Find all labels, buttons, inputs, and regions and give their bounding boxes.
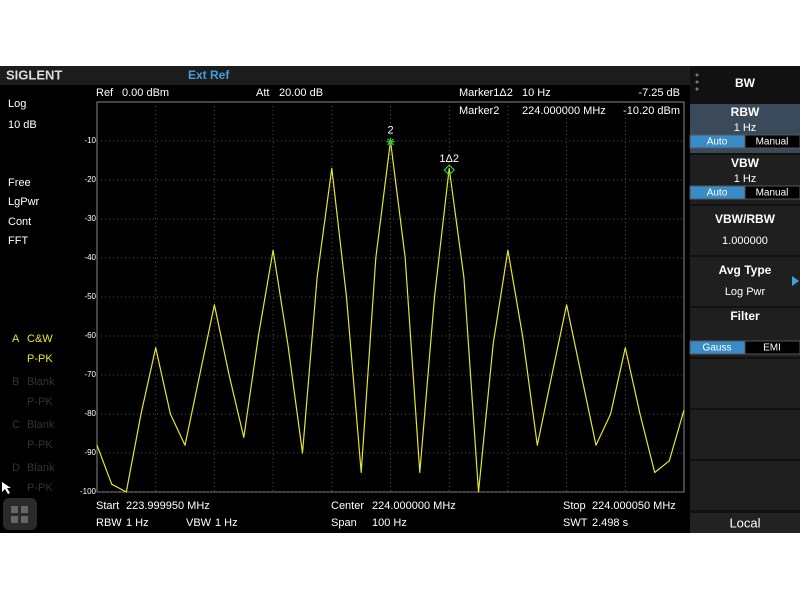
home-icon xyxy=(11,506,28,523)
menu-item-title: VBW/RBW xyxy=(715,212,776,226)
menu-option-label: Auto xyxy=(707,188,728,199)
y-tick-label: -10 xyxy=(84,136,96,145)
trace-detector: P-PK xyxy=(27,396,53,408)
menu-item-value: Log Pwr xyxy=(725,286,766,298)
cursor xyxy=(2,482,11,494)
center: 224.000000 MHz xyxy=(372,500,456,512)
menu-option-label: EMI xyxy=(763,343,781,354)
marker-symbol xyxy=(443,164,456,176)
trace-detector: P-PK xyxy=(27,353,53,365)
menu-option-label: Gauss xyxy=(703,343,732,354)
ref-label: Ref xyxy=(96,87,114,99)
y-tick-label: -70 xyxy=(84,370,96,379)
status-item: FFT xyxy=(8,235,28,247)
local-label: Local xyxy=(729,515,760,530)
marker2-y: -10.20 dBm xyxy=(623,105,680,117)
trace-letter: D xyxy=(12,462,20,474)
trace-detector: P-PK xyxy=(27,482,53,494)
menu-item-title: VBW xyxy=(731,156,760,170)
brand: SIGLENT xyxy=(6,67,62,82)
y-tick-label: -90 xyxy=(84,448,96,457)
y-tick-label: -50 xyxy=(84,292,96,301)
trace-letter: B xyxy=(12,376,19,388)
stop-label: Stop xyxy=(563,500,586,512)
trace-letter: A xyxy=(12,333,20,345)
menu-block[interactable] xyxy=(690,461,800,510)
menu-item-value: 1 Hz xyxy=(734,122,757,134)
marker2-x: 224.000000 MHz xyxy=(522,105,606,117)
menu-item-title: Avg Type xyxy=(719,263,772,277)
menu-dots xyxy=(695,73,699,91)
menu-option[interactable] xyxy=(744,185,800,200)
marker-symbol xyxy=(386,137,395,146)
screen-bg xyxy=(0,66,800,533)
menu-option-label: Manual xyxy=(756,188,789,199)
trace-detector: P-PK xyxy=(27,439,53,451)
status-item: Cont xyxy=(8,216,31,228)
trace-mode: Blank xyxy=(27,462,55,474)
center-label: Center xyxy=(331,500,364,512)
status-item: Free xyxy=(8,177,31,189)
trace-mode: Blank xyxy=(27,376,55,388)
marker2-label: Marker2 xyxy=(459,105,499,117)
trace-letter: C xyxy=(12,419,20,431)
vbw-label: VBW xyxy=(186,517,212,529)
y-tick-label: -30 xyxy=(84,214,96,223)
menu-item-title: RBW xyxy=(731,105,760,119)
span: 100 Hz xyxy=(372,517,407,529)
stop: 224.000050 MHz xyxy=(592,500,676,512)
rbw-label: RBW xyxy=(96,517,122,529)
vbw: 1 Hz xyxy=(215,517,238,529)
menu-item-value: 1.000000 xyxy=(722,235,768,247)
menu-option[interactable] xyxy=(744,134,800,149)
swt: 2.498 s xyxy=(592,517,629,529)
menu-option[interactable] xyxy=(744,340,800,355)
att-value: 20.00 dB xyxy=(279,87,323,99)
menu-item-title: Filter xyxy=(730,309,760,323)
menu-item-value: 1 Hz xyxy=(734,173,757,185)
y-tick-label: -60 xyxy=(84,331,96,340)
menu-option-label: Auto xyxy=(707,137,728,148)
ref-value: 0.00 dBm xyxy=(122,87,169,99)
swt-label: SWT xyxy=(563,517,588,529)
y-tick-label: -40 xyxy=(84,253,96,262)
ref-source: Ext Ref xyxy=(188,68,230,82)
att-label: Att xyxy=(256,87,269,99)
local-button[interactable] xyxy=(690,513,800,533)
plot-area: -10 -20 -30 -40 -50 -60 -70 -80 -90 -100 2 1Δ2 xyxy=(80,101,685,496)
menu-block[interactable] xyxy=(690,257,800,306)
menu-block[interactable] xyxy=(690,206,800,255)
trace-mode: Blank xyxy=(27,419,55,431)
trace-mode: C&W xyxy=(27,333,53,345)
top-bar xyxy=(0,66,690,85)
start-label: Start xyxy=(96,500,119,512)
marker1-y: -7.25 dB xyxy=(638,87,680,99)
menu-block[interactable] xyxy=(690,359,800,408)
menu-title: BW xyxy=(735,76,756,90)
rbw: 1 Hz xyxy=(126,517,149,529)
y-tick-label: -100 xyxy=(80,487,97,496)
span-label: Span xyxy=(331,517,357,529)
start: 223.999950 MHz xyxy=(126,500,210,512)
status-item: Log xyxy=(8,98,26,110)
menu-option-label: Manual xyxy=(756,137,789,148)
home-button[interactable] xyxy=(3,498,37,530)
status-item: LgPwr xyxy=(8,196,40,208)
status-item: 10 dB xyxy=(8,119,37,131)
marker1-label: Marker1Δ2 xyxy=(459,87,513,99)
marker-label: 2 xyxy=(387,125,393,137)
marker1-x: 10 Hz xyxy=(522,87,551,99)
y-tick-label: -20 xyxy=(84,175,96,184)
menu-block[interactable] xyxy=(690,410,800,459)
y-tick-label: -80 xyxy=(84,409,96,418)
submenu-arrow xyxy=(792,276,799,286)
marker-label: 1Δ2 xyxy=(439,153,459,165)
